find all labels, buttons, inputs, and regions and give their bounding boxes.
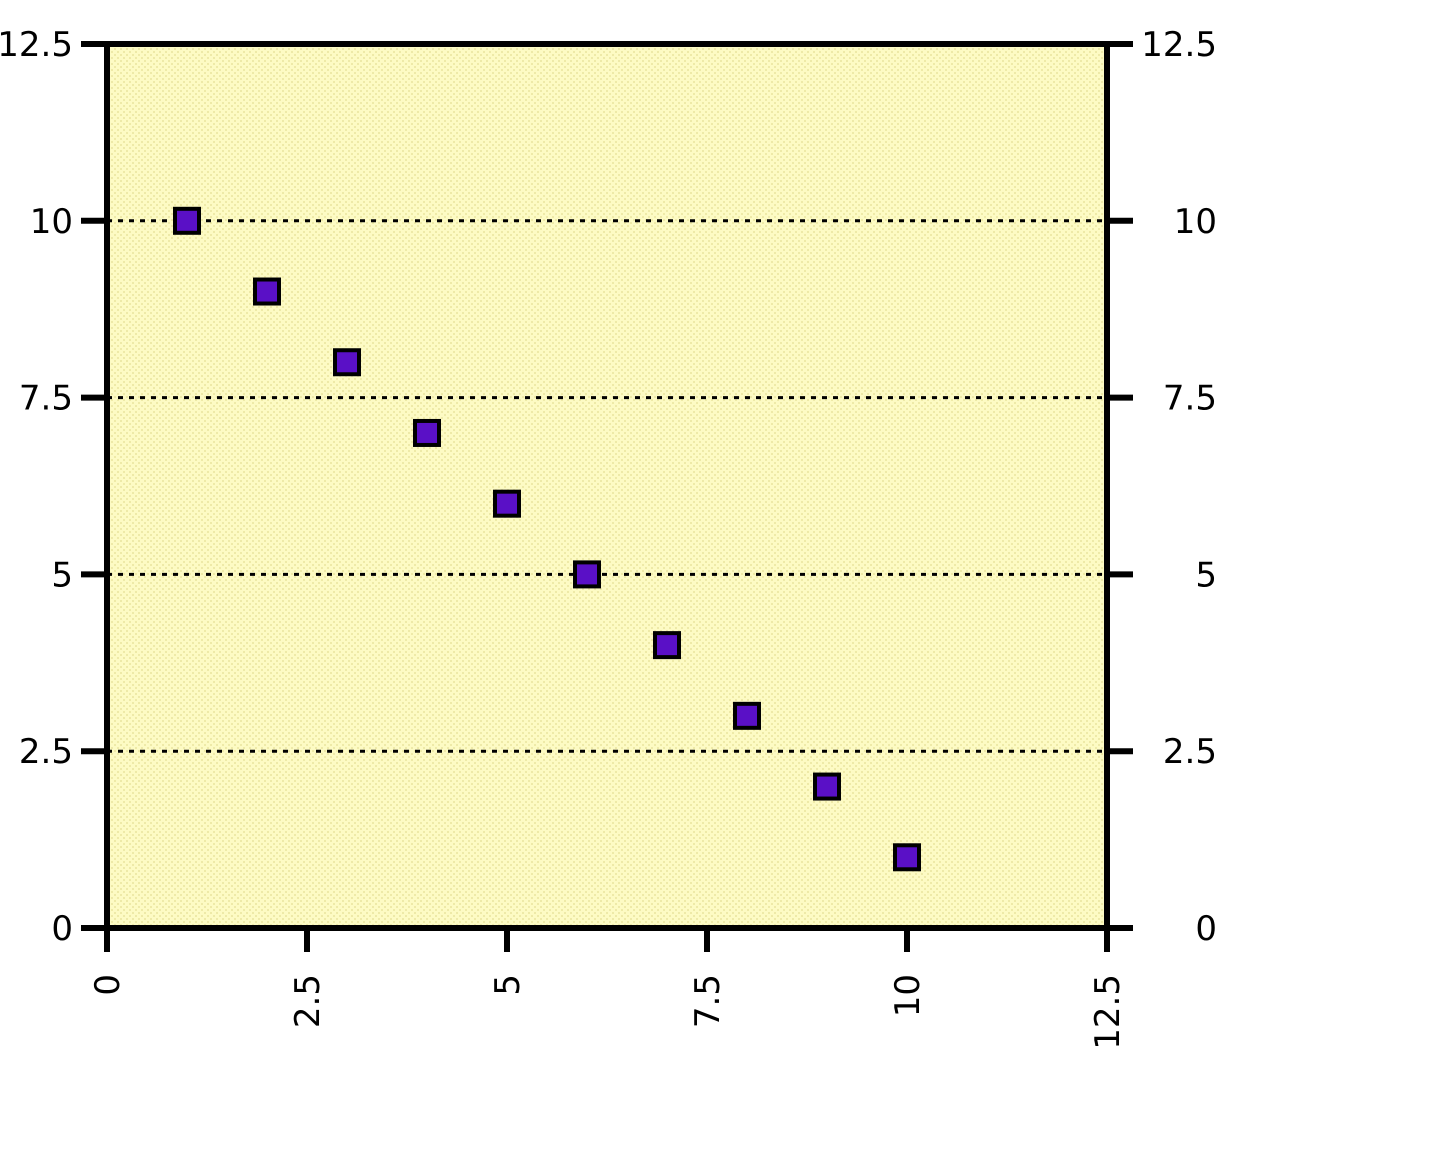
data-point-marker (653, 631, 681, 660)
y-tick-label-right: 2.5 (1163, 732, 1217, 772)
series-markers (173, 206, 921, 872)
plot-frame (104, 41, 1110, 931)
x-tick-label: 0 (88, 974, 128, 996)
x-tick-label: 7.5 (688, 974, 728, 1028)
data-point-marker (173, 206, 201, 235)
x-tick-label: 10 (888, 974, 928, 1017)
y-tick-label-left: 12.5 (0, 25, 73, 65)
y-tick-label-right: 0 (1195, 909, 1217, 949)
data-point-marker (733, 701, 761, 730)
x-tick-label: 2.5 (288, 974, 328, 1028)
y-tick-label-right: 10 (1174, 202, 1217, 242)
y-tick-label-right: 5 (1195, 555, 1217, 595)
data-point-marker (493, 489, 521, 518)
grid-lines (107, 219, 1107, 753)
y-tick-label-left: 0 (51, 909, 73, 949)
y-tick-label-left: 2.5 (19, 732, 73, 772)
data-point-marker (893, 843, 921, 872)
data-point-marker (573, 560, 601, 589)
axes (81, 41, 1133, 952)
y-tick-label-left: 10 (30, 202, 73, 242)
x-tick-label: 5 (488, 974, 528, 996)
plot-area (107, 44, 1107, 928)
x-tick-label: 12.5 (1088, 974, 1128, 1050)
data-point-marker (813, 772, 841, 801)
data-point-marker (413, 418, 441, 447)
y-tick-label-left: 7.5 (19, 379, 73, 419)
data-point-marker (333, 348, 361, 377)
y-tick-label-right: 12.5 (1141, 25, 1217, 65)
y-tick-label-right: 7.5 (1163, 379, 1217, 419)
tick-labels: 0 2.5 5 7.5 10 12.5 0 2.5 5 7.5 10 12.5 0 2.5 5 7.5 10 12… (0, 25, 1217, 1050)
y-tick-label-left: 5 (51, 555, 73, 595)
data-point-marker (253, 277, 281, 306)
